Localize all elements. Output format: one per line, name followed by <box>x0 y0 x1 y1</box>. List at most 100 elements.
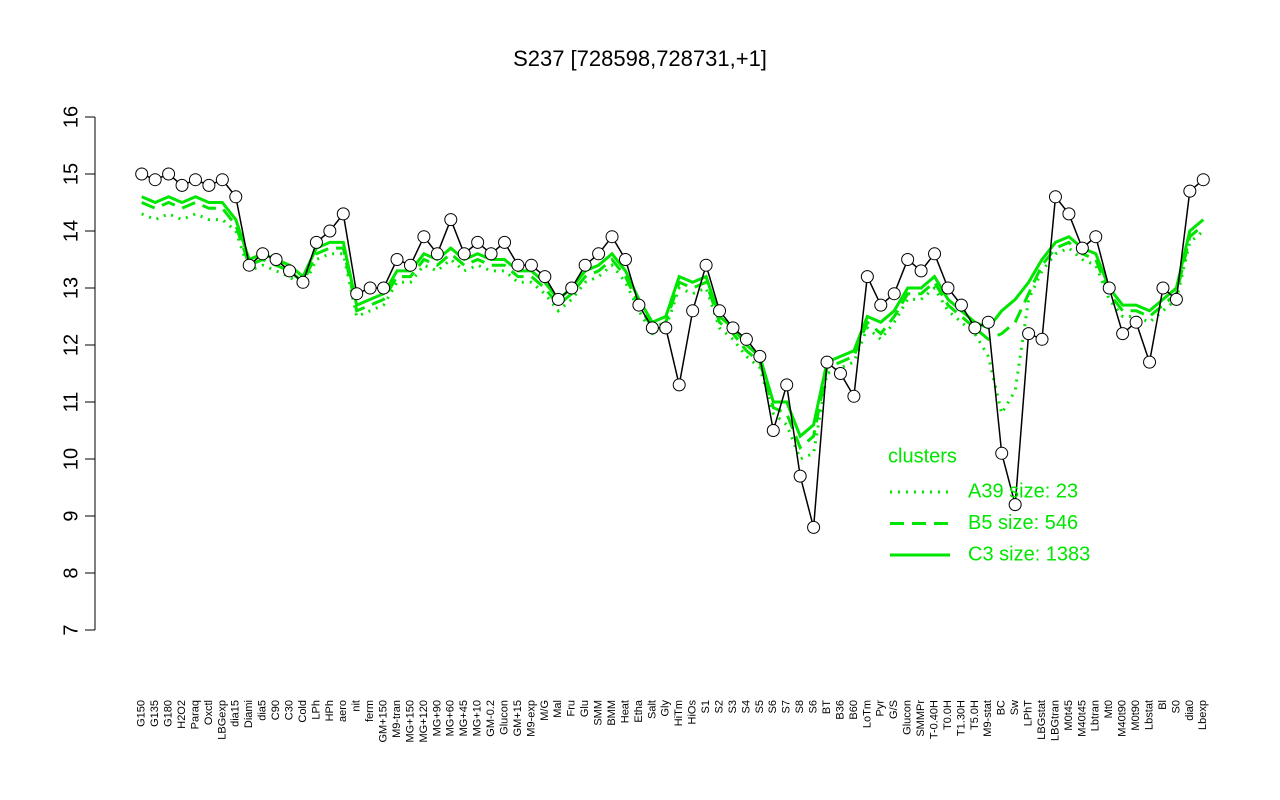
data-point <box>860 270 874 284</box>
y-tick-label: 15 <box>60 163 82 185</box>
legend-title: clusters <box>888 445 957 467</box>
cluster-line <box>141 200 1205 451</box>
data-point <box>914 264 928 278</box>
x-tick-label: S2 <box>713 700 725 713</box>
x-tick-label: MG+150 <box>404 700 416 743</box>
data-point <box>874 298 888 312</box>
data-point <box>713 304 727 318</box>
data-point <box>995 446 1009 460</box>
x-tick-label: B60 <box>848 700 860 720</box>
y-tick-label: 16 <box>60 106 82 128</box>
x-tick-label: Sw <box>1009 700 1021 715</box>
x-tick-label: nit <box>351 700 363 712</box>
x-tick-label: Salt <box>646 700 658 719</box>
data-point <box>766 424 780 437</box>
x-tick-label: GM+15 <box>512 700 524 736</box>
data-point <box>820 355 834 369</box>
x-tick-label: G/S <box>888 700 900 719</box>
x-tick-label: BMM <box>606 700 618 726</box>
y-tick-label: 7 <box>60 624 82 635</box>
data-point <box>215 173 229 187</box>
data-point <box>498 235 512 249</box>
x-tick-label: M9-exp <box>525 700 537 737</box>
x-tick-label: MG+10 <box>472 700 484 736</box>
x-tick-label: LBGexp <box>216 700 228 740</box>
x-tick-label: HiTm <box>673 700 685 726</box>
data-point <box>672 378 686 392</box>
x-tick-label: Cold <box>297 700 309 723</box>
data-point <box>283 264 297 278</box>
x-tick-label: G135 <box>149 700 161 727</box>
x-tick-label: MG+60 <box>445 700 457 736</box>
x-tick-label: S5 <box>754 700 766 713</box>
x-tick-label: M9-tran <box>391 700 403 738</box>
data-point <box>954 298 968 312</box>
data-point <box>1048 190 1062 204</box>
x-tick-label: dia15 <box>230 700 242 727</box>
data-point <box>1035 332 1049 346</box>
x-tick-label: Lbstat <box>1143 700 1155 730</box>
x-tick-label: C90 <box>270 700 282 720</box>
data-point <box>1116 327 1130 341</box>
x-tick-label: LPh <box>310 700 322 720</box>
data-point <box>377 281 391 295</box>
x-tick-label: S3 <box>727 700 739 713</box>
x-tick-label: GM+150 <box>378 700 390 743</box>
data-point <box>551 292 565 306</box>
data-point <box>323 224 337 238</box>
x-tick-label: S4 <box>740 700 752 713</box>
data-point <box>511 258 525 272</box>
x-tick-label: LBGtran <box>1049 700 1061 741</box>
data-point <box>336 207 350 221</box>
x-tick-label: Gly <box>660 700 672 717</box>
data-point <box>968 321 982 335</box>
data-point <box>739 332 753 346</box>
data-point <box>565 281 579 295</box>
x-tick-label: Oxctl <box>203 700 215 725</box>
data-point <box>430 247 444 261</box>
x-tick-label: S0 <box>1170 700 1182 713</box>
data-point <box>444 213 458 227</box>
x-tick-label: S1 <box>700 700 712 713</box>
data-point <box>941 281 955 295</box>
data-point <box>417 230 431 244</box>
data-point <box>753 349 767 363</box>
x-tick-label: MG+120 <box>418 700 430 743</box>
x-tick-label: Lbtran <box>1090 700 1102 731</box>
y-tick-label: 14 <box>60 220 82 242</box>
x-tick-label: Fru <box>566 700 578 717</box>
x-tick-label: Mal <box>552 700 564 718</box>
data-point <box>1075 241 1089 255</box>
x-tick-label: HPh <box>324 700 336 721</box>
data-point <box>807 520 821 534</box>
data-point <box>363 281 377 295</box>
data-point <box>162 167 176 181</box>
data-point <box>1089 230 1103 244</box>
y-tick-label: 10 <box>60 448 82 470</box>
x-tick-label: LoTm <box>861 700 873 728</box>
data-point <box>793 469 807 483</box>
data-point <box>350 287 364 301</box>
x-tick-label: T1.30H <box>955 700 967 736</box>
data-point <box>901 253 915 266</box>
x-tick-label: aero <box>337 700 349 722</box>
x-tick-label: H2O2 <box>176 700 188 729</box>
x-tick-label: T5.0H <box>969 700 981 730</box>
data-point <box>699 258 713 272</box>
x-tick-label: T-0.40H <box>928 700 940 739</box>
data-point <box>1102 281 1116 295</box>
data-point <box>309 235 323 249</box>
data-point <box>242 258 256 272</box>
data-point <box>659 321 673 335</box>
x-tick-label: S7 <box>781 700 793 713</box>
x-tick-label: Pyr <box>875 700 887 717</box>
x-tick-label: SMMPr <box>915 700 927 737</box>
y-tick-label: 8 <box>60 567 82 578</box>
x-tick-label: M/G <box>539 700 551 721</box>
y-tick-label: 11 <box>60 392 82 413</box>
x-tick-label: Glucon <box>902 700 914 735</box>
x-tick-label: S8 <box>794 700 806 713</box>
x-tick-label: LPhT <box>1023 700 1035 727</box>
data-point <box>887 287 901 301</box>
